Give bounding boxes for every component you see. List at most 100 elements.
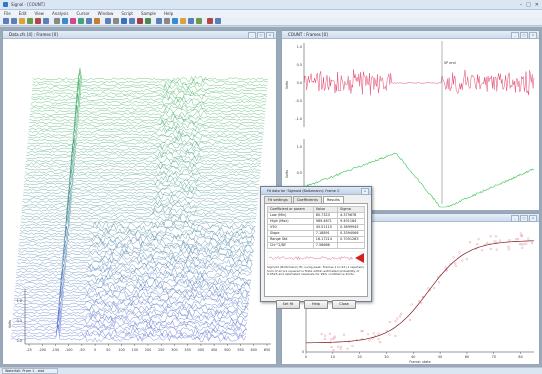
- y-tick-label: 0.0: [17, 339, 22, 343]
- minimize-icon[interactable]: _: [511, 32, 519, 39]
- waterfall-trace: [24, 169, 260, 182]
- close-icon[interactable]: x: [266, 32, 274, 39]
- toolbar-tool-icon[interactable]: [70, 18, 76, 24]
- close-dialog-button[interactable]: Close: [332, 300, 356, 309]
- data-point: [388, 333, 391, 336]
- trace-signal-series: [303, 69, 535, 96]
- data-point: [531, 241, 534, 245]
- help-button[interactable]: Help: [304, 300, 328, 309]
- data-point: [498, 239, 502, 242]
- toolbar-tool-icon[interactable]: [27, 18, 33, 24]
- waterfall-trace: [17, 244, 254, 259]
- data-point: [333, 336, 336, 339]
- menu-item-script[interactable]: Script: [121, 11, 133, 16]
- toolbar-tool-icon[interactable]: [172, 18, 178, 24]
- toolbar-tool-icon[interactable]: [145, 18, 151, 24]
- data-point: [400, 312, 403, 315]
- waterfall-trace: [13, 290, 249, 308]
- dialog-titlebar[interactable]: Fit data for 'Sigmoid (Boltzmann): Frame…: [261, 187, 371, 195]
- y-tick-label: 0.5: [297, 63, 302, 67]
- waterfall-trace: [14, 282, 250, 300]
- table-row: Low (Min) 80.7323 4.375678: [267, 212, 365, 219]
- fit-results-dialog[interactable]: Fit data for 'Sigmoid (Boltzmann): Frame…: [260, 186, 372, 309]
- menu-item-help[interactable]: Help: [163, 11, 174, 16]
- close-icon[interactable]: x: [529, 32, 537, 39]
- toolbar-tool-icon[interactable]: [43, 18, 49, 24]
- toolbar-tool-icon[interactable]: [188, 18, 194, 24]
- plot-background: [282, 39, 539, 210]
- waterfall-trace: [15, 268, 252, 282]
- waterfall-window[interactable]: Data.cfs [4] : Frames [0] _ □ x -25 -200-…: [2, 30, 277, 364]
- toolbar-tool-icon[interactable]: [137, 18, 143, 24]
- maximize-button[interactable]: □: [526, 2, 531, 8]
- menu-item-analysis[interactable]: Analysis: [51, 11, 69, 16]
- menu-item-sample[interactable]: Sample: [140, 11, 156, 16]
- y-tick-label: 0.5: [297, 171, 302, 175]
- menu-item-view[interactable]: View: [34, 11, 44, 16]
- close-button[interactable]: ✕: [534, 2, 539, 8]
- trace-plot[interactable]: SP end1.00.50.0-0.5-1.01.00.50.0VoltsVol…: [282, 39, 539, 210]
- fit-curve: [306, 240, 535, 344]
- waterfall-trace: [27, 128, 263, 144]
- minimized-window-tab[interactable]: Waterfall: Prom 1 - stat: [2, 368, 58, 374]
- set-fit-button[interactable]: Set fit: [276, 300, 300, 309]
- waterfall-trace: [20, 215, 256, 232]
- toolbar-tool-icon[interactable]: [3, 18, 9, 24]
- waterfall-trace: [11, 318, 247, 335]
- waterfall-trace: [32, 72, 268, 88]
- waterfall-trace: [16, 256, 253, 270]
- close-icon[interactable]: x: [529, 215, 537, 222]
- toolbar-tool-icon[interactable]: [11, 18, 17, 24]
- maximize-icon[interactable]: □: [257, 32, 265, 39]
- tab-coefficients[interactable]: Coefficients: [292, 196, 322, 203]
- tab-results[interactable]: Results: [322, 196, 344, 203]
- waterfall-trace: [12, 307, 248, 323]
- minimize-button[interactable]: –: [519, 2, 523, 8]
- menu-item-cursor[interactable]: Cursor: [76, 11, 90, 16]
- toolbar-tool-icon[interactable]: [129, 18, 135, 24]
- toolbar-tool-icon[interactable]: [113, 18, 119, 24]
- toolbar-tool-icon[interactable]: [164, 18, 170, 24]
- trace-window[interactable]: COUNT : Frames [0] _ □ x SP end 1.0 0.5 0.0…: [281, 30, 540, 210]
- maximize-icon[interactable]: □: [520, 215, 528, 222]
- waterfall-trace: [14, 282, 250, 296]
- dialog-title: Fit data for 'Sigmoid (Boltzmann): Frame…: [267, 189, 340, 193]
- toolbar-tool-icon[interactable]: [54, 18, 60, 24]
- maximize-icon[interactable]: □: [520, 32, 528, 39]
- toolbar-tool-icon[interactable]: [156, 18, 162, 24]
- toolbar-tool-icon[interactable]: [35, 18, 41, 24]
- toolbar-tool-icon[interactable]: [62, 18, 68, 24]
- tab-fit-settings[interactable]: Fit settings: [264, 196, 292, 203]
- dialog-close-icon[interactable]: x: [361, 188, 369, 195]
- y-tick-label: -0.5: [295, 99, 302, 103]
- waterfall-trace: [26, 140, 262, 159]
- trace-window-titlebar[interactable]: COUNT : Frames [0] _ □ x: [282, 31, 539, 39]
- minimize-icon[interactable]: _: [248, 32, 256, 39]
- menu-item-file[interactable]: File: [4, 11, 11, 16]
- y-tick-label: 0.5: [17, 319, 22, 323]
- results-panel: Coefficient or param Value Sigma Low (Mi…: [264, 203, 368, 297]
- data-point: [346, 347, 349, 350]
- waterfall-trace: [32, 69, 268, 86]
- toolbar-tool-icon[interactable]: [105, 18, 111, 24]
- toolbar-tool-icon[interactable]: [94, 18, 100, 24]
- toolbar-tool-icon[interactable]: [78, 18, 84, 24]
- data-point: [372, 332, 375, 335]
- waterfall-window-titlebar[interactable]: Data.cfs [4] : Frames [0] _ □ x: [3, 31, 276, 39]
- toolbar-tool-icon[interactable]: [180, 18, 186, 24]
- waterfall-trace: [21, 196, 258, 212]
- minimize-icon[interactable]: _: [511, 215, 519, 222]
- toolbar-tool-icon[interactable]: [19, 18, 25, 24]
- menu-item-edit[interactable]: Edit: [18, 11, 27, 16]
- data-point: [433, 286, 436, 289]
- x-tick-label: -200: [38, 348, 46, 352]
- toolbar-tool-icon[interactable]: [86, 18, 92, 24]
- menu-item-window[interactable]: Window: [97, 11, 114, 16]
- toolbar-tool-icon[interactable]: [207, 18, 213, 24]
- waterfall-trace: [10, 323, 247, 340]
- toolbar-tool-icon[interactable]: [121, 18, 127, 24]
- table-row: Chi^2/DF 7.56686: [267, 242, 365, 249]
- toolbar-tool-icon[interactable]: [196, 18, 202, 24]
- waterfall-plot[interactable]: -25 -200 -150 -100 -50 0 50 100 150 200 250 300 350 4…: [3, 39, 276, 364]
- toolbar-tool-icon[interactable]: [215, 18, 221, 24]
